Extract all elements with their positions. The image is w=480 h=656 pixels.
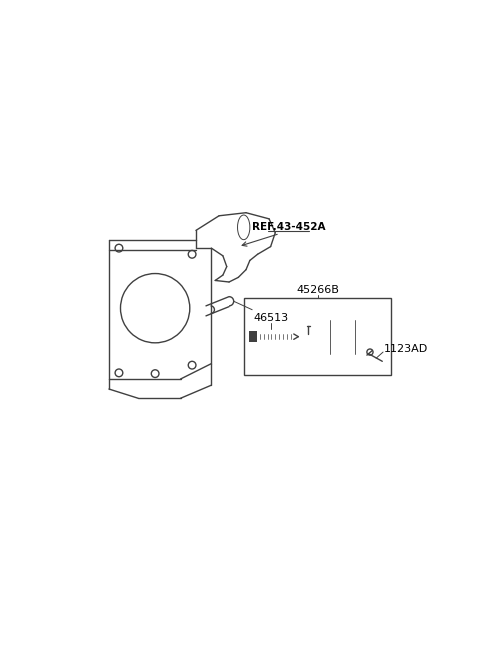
Bar xyxy=(257,334,294,339)
Bar xyxy=(322,319,362,354)
Bar xyxy=(330,323,355,350)
Text: 45266B: 45266B xyxy=(296,285,339,295)
Bar xyxy=(249,331,257,342)
Text: 46513: 46513 xyxy=(253,313,288,323)
Text: 1123AD: 1123AD xyxy=(384,344,428,354)
Text: REF.43-452A: REF.43-452A xyxy=(252,222,325,232)
Bar xyxy=(244,298,391,375)
